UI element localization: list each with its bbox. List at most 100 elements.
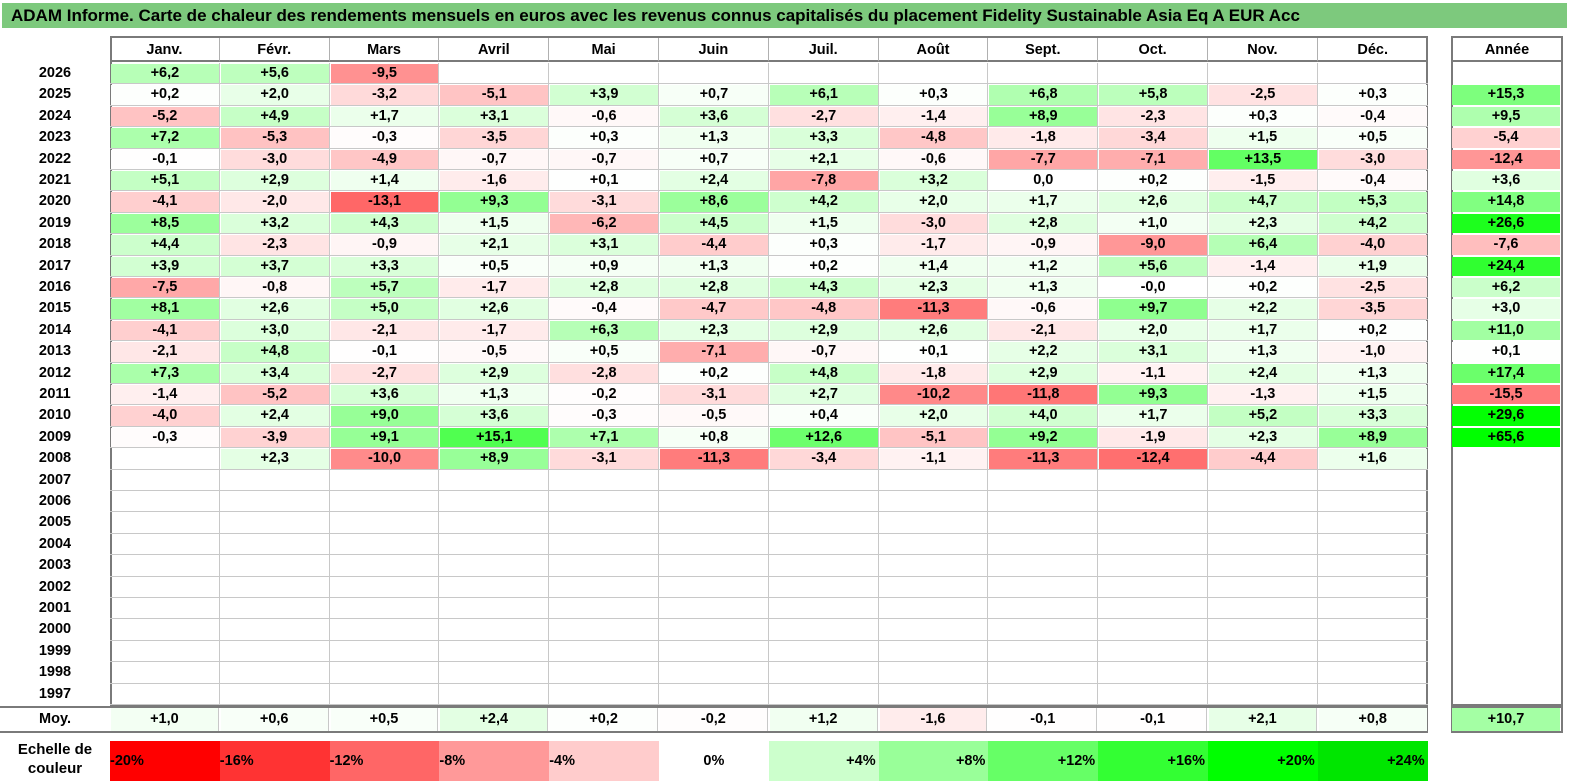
heatmap-cell: -3,0	[879, 213, 988, 234]
cell-grid-line	[988, 512, 1099, 534]
cell-grid-line	[110, 212, 220, 235]
heatmap-cell: -0,2	[550, 385, 658, 405]
heatmap-cell: +2,3	[879, 278, 988, 298]
cell-grid-line	[1208, 683, 1318, 705]
cell-grid-line	[988, 277, 1099, 299]
cell-grid-line	[768, 448, 879, 470]
cell-grid-line	[549, 105, 659, 128]
cell-grid-line	[1208, 319, 1318, 342]
cell-grid-line	[549, 277, 659, 299]
cell-grid-line	[439, 63, 550, 85]
heatmap-cell: +2,9	[220, 171, 329, 191]
average-cell: -0,2	[660, 708, 768, 731]
cell-grid-line	[768, 640, 879, 663]
cell-grid-line	[1208, 212, 1318, 235]
cell-grid-line	[1098, 84, 1208, 106]
cell-grid-line	[1317, 405, 1428, 427]
cell-grid-line	[1098, 277, 1208, 299]
color-scale-stop: -12%	[329, 741, 440, 781]
year-header: Année	[1451, 38, 1563, 62]
heatmap-cell: +8,9	[1318, 427, 1427, 448]
year-label: 2025	[38, 86, 72, 103]
cell-grid-line	[1317, 641, 1428, 663]
heatmap-cell: -0,9	[330, 235, 439, 255]
cell-grid-line	[659, 533, 769, 556]
year-label: 2009	[38, 428, 72, 445]
heatmap-cell: +2,7	[769, 385, 878, 405]
cell-grid-line	[329, 319, 440, 342]
heatmap-cell: +2,8	[550, 278, 658, 298]
cell-grid-line	[219, 491, 330, 513]
year-label: 2016	[38, 279, 72, 295]
average-cell: -0,1	[1099, 708, 1207, 731]
cell-grid-line	[439, 426, 550, 449]
heatmap-cell: -3,5	[1318, 299, 1427, 319]
cell-grid-line	[878, 469, 989, 491]
cell-grid-line	[439, 576, 550, 598]
heatmap-cell: -2,0	[220, 192, 329, 212]
heatmap-cell: +3,6	[440, 406, 549, 426]
heatmap-cell: +1,3	[440, 385, 549, 405]
cell-grid-line	[549, 255, 659, 277]
heatmap-cell: -10,0	[330, 449, 439, 469]
cell-grid-line	[219, 384, 330, 406]
cell-grid-line	[878, 533, 989, 556]
heatmap-cell: +5,3	[1318, 192, 1427, 212]
cell-grid-line	[768, 555, 879, 577]
cell-grid-line	[659, 469, 769, 491]
cell-grid-line	[768, 255, 879, 277]
cell-grid-line	[219, 319, 330, 342]
cell-grid-line	[1317, 470, 1428, 491]
heatmap-cell: +2,9	[769, 320, 878, 341]
heatmap-cell: +2,8	[660, 278, 768, 298]
cell-grid-line	[659, 405, 769, 427]
cell-grid-line	[1208, 234, 1318, 256]
annual-cell: +14,8	[1452, 192, 1560, 212]
year-label: 2012	[38, 364, 72, 381]
heatmap-cell: +9,3	[440, 192, 549, 212]
cell-grid-line	[1317, 127, 1428, 149]
cell-grid-line	[329, 662, 440, 684]
cell-grid-line	[219, 362, 330, 384]
cell-grid-line	[659, 191, 769, 213]
cell-grid-line	[1208, 191, 1318, 213]
cell-grid-line	[1208, 640, 1318, 663]
cell-grid-line	[768, 662, 879, 684]
cell-grid-line	[1208, 84, 1318, 106]
heatmap-cell: -1,4	[111, 385, 219, 405]
cell-grid-line	[1208, 448, 1318, 470]
year-label: 2015	[38, 300, 72, 317]
cell-grid-line	[1208, 576, 1318, 598]
year-label: 2004	[38, 535, 72, 552]
year-label: 2022	[38, 150, 72, 167]
heatmap-cell: +1,5	[1318, 385, 1427, 405]
cell-grid-line	[439, 212, 550, 235]
heatmap-cell: -4,7	[660, 299, 768, 319]
average-cell: +1,0	[111, 708, 219, 731]
cell-grid-line	[219, 619, 330, 641]
heatmap-cell: +1,7	[330, 106, 439, 127]
month-header: Août	[878, 38, 989, 62]
heatmap-cell: -4,8	[879, 128, 988, 148]
heatmap-cell: +0,7	[660, 85, 768, 105]
heatmap-cell: -5,2	[111, 106, 219, 127]
cell-grid-line	[439, 405, 550, 427]
cell-grid-line	[1208, 555, 1318, 577]
cell-grid-line	[549, 640, 659, 663]
cell-grid-line	[1098, 448, 1208, 470]
cell-grid-line	[1317, 555, 1428, 577]
cell-grid-line	[110, 555, 220, 577]
heatmap-cell: +4,8	[769, 363, 878, 383]
heatmap-cell: -2,3	[1099, 106, 1207, 127]
heatmap-cell: -2,5	[1318, 278, 1427, 298]
heatmap-cell: +3,9	[111, 256, 219, 276]
heatmap-cell: +2,0	[879, 192, 988, 212]
cell-grid-line	[988, 127, 1099, 149]
year-label: 2006	[38, 493, 72, 509]
heatmap-cell: -11,8	[989, 385, 1098, 405]
cell-grid-line	[1098, 576, 1208, 598]
heatmap-cell: -1,3	[1209, 385, 1317, 405]
cell-grid-line	[878, 662, 989, 684]
cell-grid-line	[988, 640, 1099, 663]
heatmap-cell: -1,5	[1209, 171, 1317, 191]
